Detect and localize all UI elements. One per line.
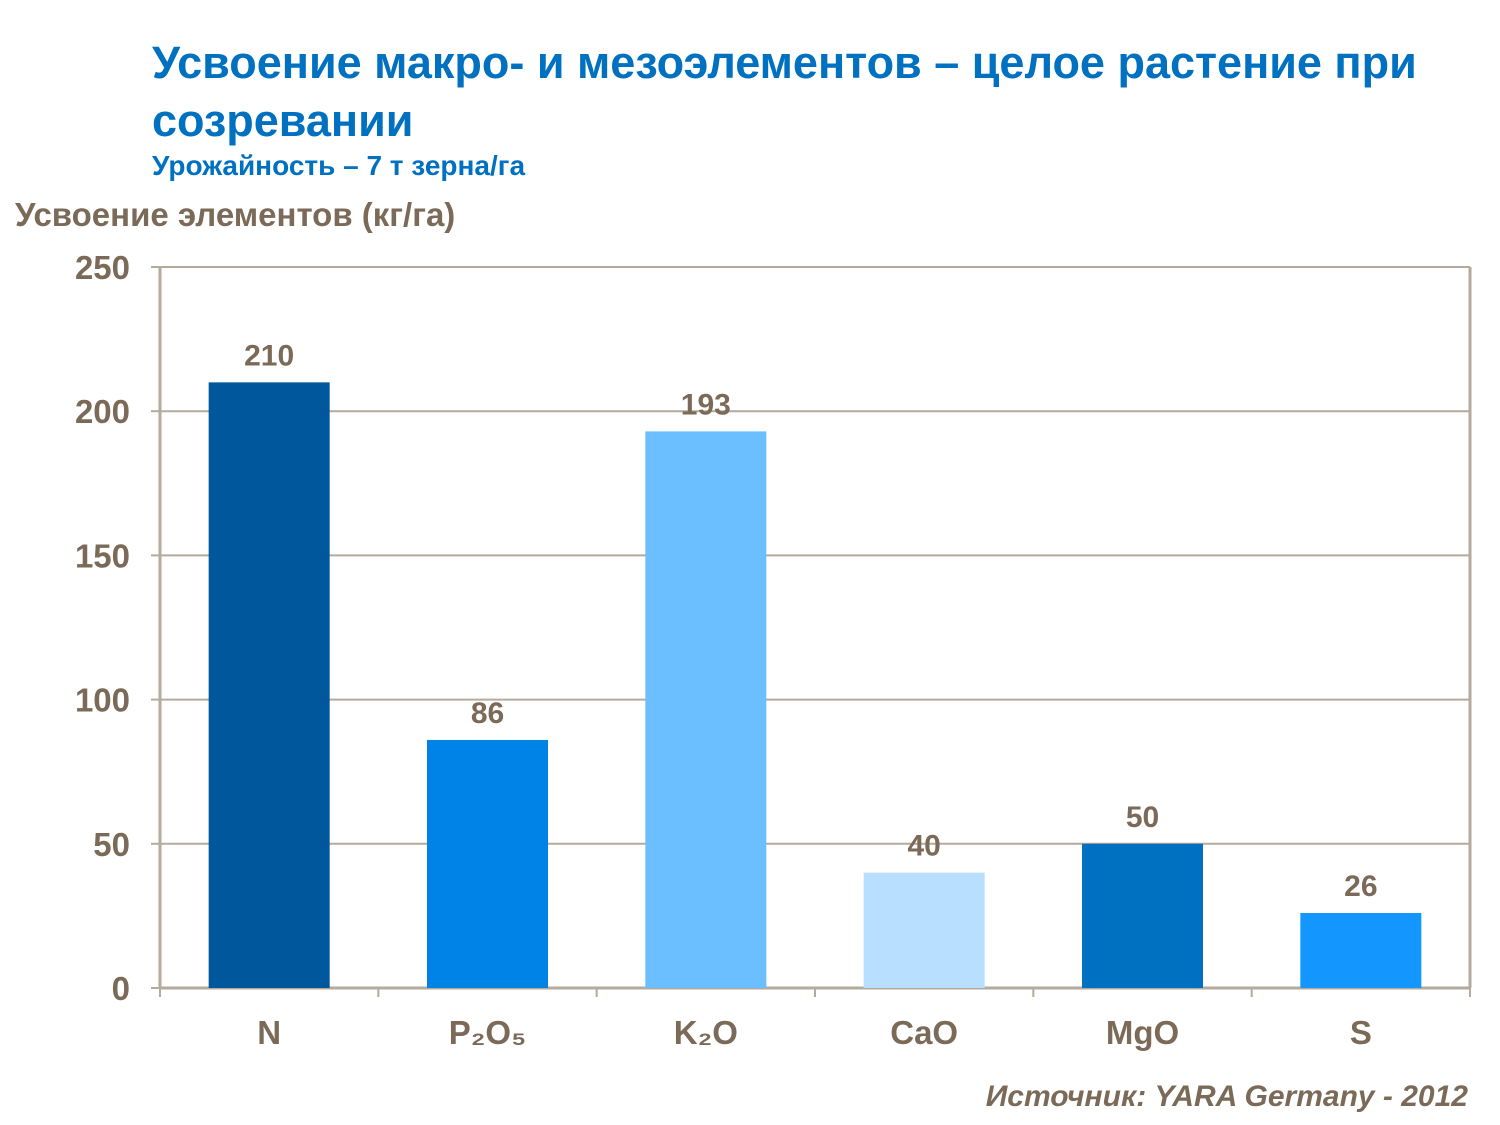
- bar-4: [1082, 843, 1203, 988]
- data-label: 86: [471, 697, 504, 730]
- chart-subtitle: Урожайность – 7 т зерна/га: [152, 150, 526, 181]
- y-tick-label: 0: [112, 970, 130, 1007]
- x-tick-label: P₂O₅: [449, 1014, 526, 1051]
- x-tick-label: S: [1350, 1014, 1372, 1051]
- y-tick-label: 100: [75, 682, 130, 719]
- x-tick-label: N: [257, 1014, 281, 1051]
- y-tick-label: 250: [75, 249, 130, 286]
- data-label: 193: [681, 388, 731, 421]
- x-tick-label: K₂O: [674, 1014, 738, 1051]
- data-label: 50: [1126, 801, 1159, 834]
- x-tick-label: CaO: [890, 1014, 958, 1051]
- y-tick-label: 200: [75, 393, 130, 430]
- bar-5: [1300, 913, 1422, 988]
- x-tick-label: MgO: [1106, 1014, 1179, 1051]
- y-tick-label: 50: [93, 826, 130, 863]
- source-note: Источник: YARA Germany - 2012: [985, 1080, 1468, 1113]
- data-label: 26: [1344, 870, 1377, 903]
- chart-title: Усвоение макро- и мезоэлементов – целое …: [152, 37, 1417, 146]
- data-label: 210: [244, 339, 294, 372]
- bar-1: [427, 739, 548, 988]
- data-label: 40: [907, 830, 940, 863]
- y-axis-label: Усвоение элементов (кг/га): [15, 196, 456, 233]
- y-tick-label: 150: [75, 537, 130, 574]
- bar-0: [208, 382, 330, 988]
- bar-3: [863, 872, 985, 988]
- bar-2: [645, 431, 767, 988]
